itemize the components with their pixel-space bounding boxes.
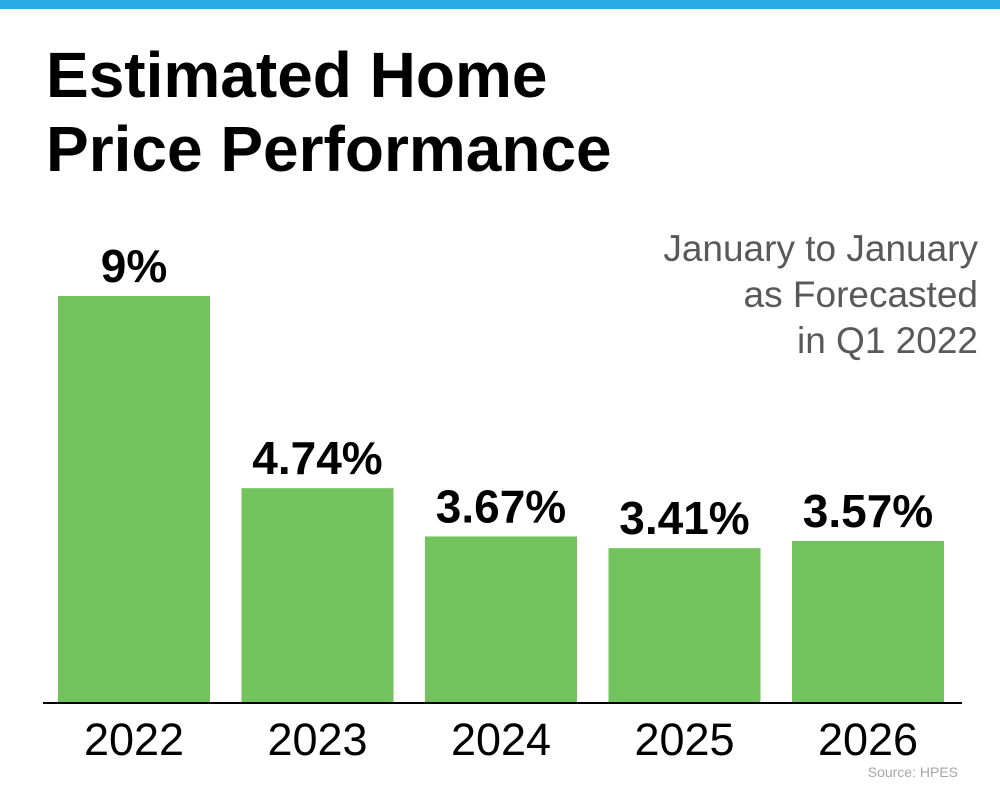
- x-tick-label-2025: 2025: [634, 714, 734, 765]
- chart-title: Estimated Home Price Performance: [46, 38, 846, 186]
- x-tick-label-2024: 2024: [451, 714, 551, 765]
- chart-subtitle: January to January as Forecasted in Q1 2…: [663, 226, 978, 364]
- data-label-2026: 3.57%: [803, 485, 933, 537]
- bar-2025: [608, 548, 761, 702]
- chart-subtitle-line-1: January to January: [663, 228, 978, 269]
- chart-title-line-1: Estimated Home: [46, 39, 548, 111]
- chart-subtitle-line-2: as Forecasted: [743, 274, 978, 315]
- chart-title-line-2: Price Performance: [46, 113, 612, 185]
- x-tick-label-2022: 2022: [84, 714, 184, 765]
- x-tick-label-2023: 2023: [267, 714, 367, 765]
- bar-2024: [425, 536, 577, 702]
- source-note: Source: HPES: [867, 764, 958, 780]
- x-tick-label-2026: 2026: [818, 714, 918, 765]
- data-label-2024: 3.67%: [436, 480, 566, 532]
- data-label-2025: 3.41%: [619, 492, 749, 544]
- bar-2022: [58, 296, 210, 702]
- chart-subtitle-line-3: in Q1 2022: [796, 320, 978, 361]
- top-accent-bar: [0, 0, 1000, 9]
- bar-2026: [792, 540, 944, 702]
- data-label-2023: 4.74%: [252, 432, 382, 484]
- data-label-2022: 9%: [101, 240, 167, 292]
- bar-2023: [241, 488, 394, 702]
